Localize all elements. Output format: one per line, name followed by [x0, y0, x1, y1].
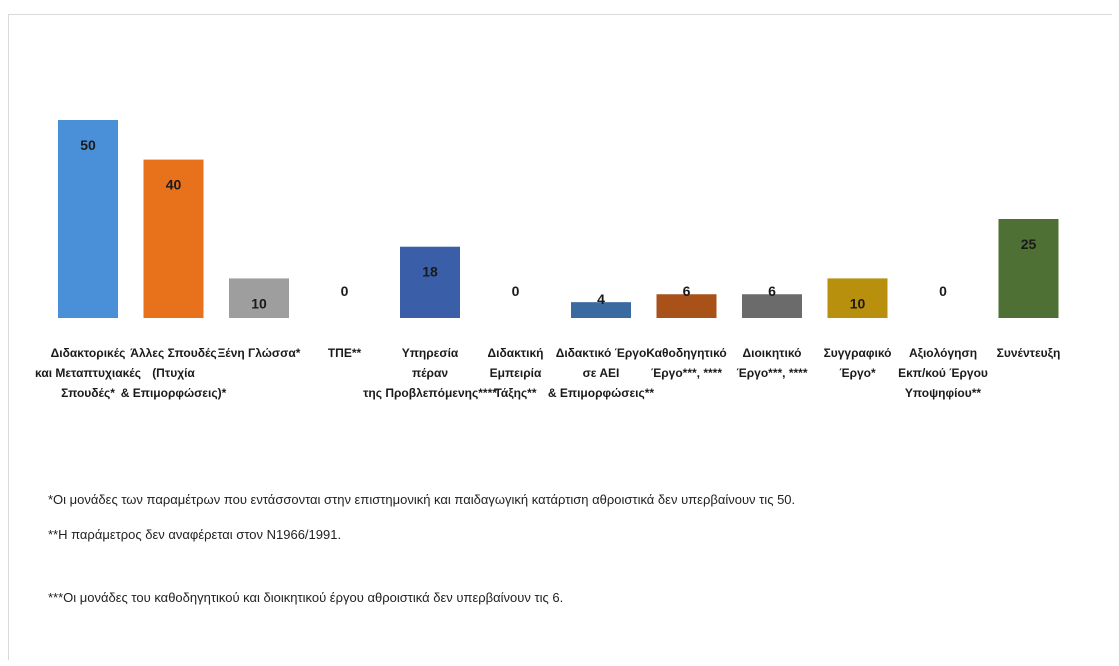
bar-9: [827, 278, 888, 318]
category-label-11: Συνέντευξη: [997, 346, 1061, 360]
category-label-3: ΤΠΕ**: [328, 346, 362, 360]
value-label-0: 50: [80, 137, 96, 153]
value-label-7: 6: [683, 283, 691, 299]
value-label-6: 4: [597, 291, 605, 307]
footnote-1: *Οι μονάδες των παραμέτρων που εντάσσοντ…: [48, 492, 796, 507]
value-label-8: 6: [768, 283, 776, 299]
value-label-2: 10: [251, 295, 267, 311]
category-label-9: Συγγραφικό Έργο*: [824, 346, 892, 380]
bar-chart: 50 40 10 0 18 0 4 6 6 10 0 25 Διδακτορικές και Μεταπ…: [35, 120, 1060, 400]
bar-2: [229, 278, 289, 318]
value-label-1: 40: [166, 177, 182, 193]
category-label-8: Διοικητικό Έργο***, ****: [736, 346, 807, 380]
category-label-10: Αξιολόγηση Εκπ/κού Έργου Υποψηφίου**: [898, 346, 988, 400]
chart-frame: [8, 14, 1112, 660]
value-label-9: 10: [850, 295, 866, 311]
category-label-2: Ξένη Γλώσσα*: [218, 346, 301, 360]
bar-8: [742, 294, 802, 318]
bar-7: [656, 294, 717, 318]
bar-11: [998, 219, 1059, 318]
bar-6: [571, 302, 631, 318]
bars-group: [58, 120, 1059, 318]
value-labels-group: 50 40 10 0 18 0 4 6 6 10 0 25: [80, 137, 1036, 311]
category-labels-group: Διδακτορικές και Μεταπτυχιακές Σπουδές*Άλλ…: [35, 346, 1060, 400]
category-label-6: Διδακτικό Έργο σε ΑΕΙ & Επιμορφώσεις**: [548, 346, 654, 400]
category-label-5: Διδακτική Εμπειρία Τάξης**: [487, 346, 543, 400]
value-label-11: 25: [1021, 236, 1037, 252]
footnote-2: **Η παράμετρος δεν αναφέρεται στον Ν1966…: [48, 527, 342, 542]
category-label-1: Άλλες Σπουδές (Πτυχία & Επιμορφώσεις)*: [121, 346, 227, 400]
value-label-10: 0: [939, 283, 947, 299]
bar-0: [58, 120, 118, 318]
category-label-0: Διδακτορικές και Μεταπτυχιακές Σπουδές*: [35, 346, 141, 400]
value-label-4: 18: [422, 264, 438, 280]
value-label-5: 0: [512, 283, 520, 299]
category-label-7: Καθοδηγητικό Έργο***, ****: [646, 346, 727, 380]
category-label-4: Υπηρεσία πέραν της Προβλεπόμενης****: [363, 346, 497, 400]
bar-1: [143, 159, 204, 318]
bar-4: [400, 246, 460, 318]
footnote-3: ***Οι μονάδες του καθοδηγητικού και διοι…: [48, 590, 564, 605]
value-label-3: 0: [341, 283, 349, 299]
